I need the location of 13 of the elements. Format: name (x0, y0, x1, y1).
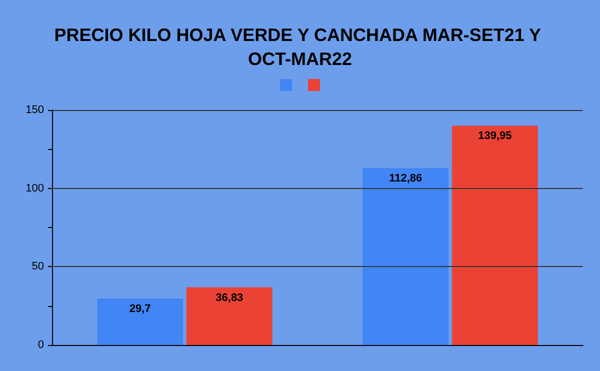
chart-title: PRECIO KILO HOJA VERDE Y CANCHADA MAR-SET21 Y OCT-MAR22 (54, 25, 546, 69)
y-tick-label: 100 (26, 182, 44, 194)
bar (97, 298, 184, 345)
data-label: 36,83 (216, 292, 244, 304)
bar (362, 168, 449, 345)
y-tick-label: 0 (38, 339, 44, 351)
data-label: 139,95 (478, 130, 512, 142)
y-tick-label: 150 (26, 104, 44, 116)
bar (452, 126, 538, 345)
data-label: 29,7 (129, 302, 151, 315)
data-label: 112,86 (389, 172, 422, 185)
bar (186, 287, 272, 345)
y-tick-label: 50 (32, 260, 44, 273)
